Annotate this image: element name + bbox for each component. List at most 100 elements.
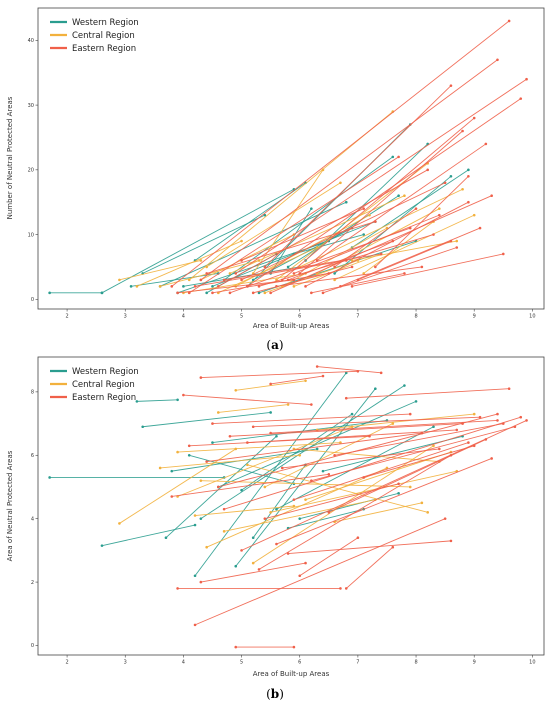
series-eastern-point-b-26-0 <box>333 453 336 457</box>
series-central-point-b-8-0 <box>304 498 307 501</box>
series-eastern-point-b-23-0 <box>344 587 348 590</box>
legend-label-central-b: Central Region <box>72 380 135 390</box>
series-eastern-point-b-29-1 <box>304 561 307 565</box>
series-central-point-a-12-0 <box>228 272 232 275</box>
plot-frame-a <box>37 7 545 310</box>
series-eastern-line-b-13 <box>293 442 469 501</box>
series-eastern-line-b-27 <box>171 473 329 497</box>
series-eastern-point-a-22-0 <box>251 291 255 295</box>
series-eastern-point-a-27-1 <box>327 272 331 275</box>
series-eastern-line-b-30 <box>363 445 475 478</box>
x-tick-label-b-1: 3 <box>124 660 127 666</box>
y-axis-label-a: Number of Neutral Protected Areas <box>6 96 14 219</box>
y-axis-label-b: Area of Neutral Protected Areas <box>6 450 14 561</box>
series-central-point-a-13-0 <box>333 278 336 282</box>
series-eastern-point-b-4-1 <box>321 374 325 378</box>
series-central-point-a-15-1 <box>455 239 459 243</box>
series-eastern-point-b-31-1 <box>496 419 499 422</box>
series-eastern-point-b-14-1 <box>513 425 517 429</box>
series-eastern-point-b-20-0 <box>187 444 191 448</box>
series-western-point-b-6-0 <box>199 517 203 520</box>
y-tick-label-a-4: 40 <box>28 38 34 44</box>
series-central-point-b-13-0 <box>263 485 267 489</box>
series-central-point-a-5-1 <box>321 168 325 172</box>
series-eastern-point-b-30-0 <box>362 476 366 479</box>
series-eastern-point-a-0-1 <box>507 19 511 23</box>
series-eastern-point-b-18-1 <box>438 447 441 451</box>
series-western-point-a-16-1 <box>362 233 366 236</box>
panel-label-b: (b) <box>266 687 284 701</box>
series-western-point-a-14-1 <box>449 175 453 178</box>
series-eastern-line-b-16 <box>229 423 463 437</box>
series-eastern-point-b-7-1 <box>310 403 313 406</box>
series-eastern-line-a-23 <box>276 266 422 287</box>
series-eastern-point-b-29-0 <box>199 580 203 584</box>
x-tick-label-b-6: 8 <box>414 660 417 666</box>
series-central-point-b-14-1 <box>292 504 296 508</box>
series-eastern-point-a-24-0 <box>310 291 313 295</box>
x-tick-label-b-0: 2 <box>65 660 68 666</box>
x-tick-label-a-5: 7 <box>356 314 359 320</box>
series-western-point-a-12-0 <box>205 291 208 295</box>
y-tick-label-a-3: 30 <box>28 103 34 109</box>
series-western-line-a-1 <box>101 188 295 294</box>
x-tick-label-a-6: 8 <box>414 314 417 320</box>
series-western-point-a-17-1 <box>467 168 470 172</box>
series-eastern-point-a-5-1 <box>472 116 476 120</box>
series-eastern-point-a-16-1 <box>432 233 435 236</box>
series-eastern-point-a-11-0 <box>269 291 272 295</box>
series-western-point-b-2-0 <box>135 400 139 403</box>
series-eastern-line-a-4 <box>264 85 452 268</box>
series-eastern-point-a-3-1 <box>519 97 523 100</box>
x-tick-label-a-7: 9 <box>473 314 476 320</box>
series-western-line-b-12 <box>299 492 399 520</box>
series-eastern-point-b-0-1 <box>339 587 342 590</box>
series-western-point-a-10-1 <box>397 194 400 198</box>
series-eastern-point-b-1-1 <box>443 517 447 520</box>
series-western-point-b-15-0 <box>187 453 191 457</box>
series-eastern-point-b-21-1 <box>397 482 400 486</box>
series-central-point-a-10-1 <box>438 207 441 210</box>
series-western-point-b-3-0 <box>141 425 144 429</box>
series-central-line-b-3 <box>218 404 289 413</box>
series-eastern-line-b-31 <box>270 419 498 434</box>
legend-a: Western Region Central Region Eastern Regi… <box>50 18 139 54</box>
series-central-line-a-8 <box>218 247 318 294</box>
series-eastern-line-b-4 <box>270 375 324 385</box>
series-eastern-point-b-4-0 <box>269 382 272 386</box>
x-tick-label-a-0: 2 <box>65 314 68 320</box>
series-layer-b <box>48 365 528 649</box>
y-tick-label-a-0: 0 <box>31 297 34 303</box>
series-eastern-point-b-8-0 <box>216 485 220 489</box>
series-western-line-b-9 <box>252 464 306 538</box>
series-central-line-b-4 <box>235 380 306 391</box>
series-eastern-line-a-22 <box>253 266 353 294</box>
series-western-line-a-3 <box>159 201 347 287</box>
series-western-line-b-2 <box>136 399 178 402</box>
series-central-point-b-10-1 <box>426 511 429 514</box>
series-eastern-point-b-18-0 <box>280 466 284 470</box>
series-eastern-point-a-27-0 <box>211 291 214 295</box>
series-eastern-line-b-23 <box>345 546 394 589</box>
series-eastern-point-b-25-1 <box>455 428 459 432</box>
series-western-line-a-5 <box>223 156 394 281</box>
series-central-line-a-16 <box>200 234 295 281</box>
series-western-point-b-1-1 <box>193 523 197 527</box>
series-eastern-point-a-23-0 <box>275 285 278 288</box>
series-eastern-point-a-12-1 <box>467 200 470 204</box>
series-western-point-a-0-0 <box>48 291 51 295</box>
series-eastern-point-a-28-1 <box>438 213 441 217</box>
series-western-point-b-3-1 <box>269 411 272 414</box>
x-tick-label-b-7: 9 <box>473 660 476 666</box>
series-western-point-b-6-1 <box>403 384 406 387</box>
series-central-point-b-5-0 <box>251 561 255 565</box>
series-eastern-point-a-10-0 <box>240 278 243 282</box>
series-eastern-line-a-24 <box>311 272 405 294</box>
series-western-point-b-8-1 <box>374 387 377 391</box>
y-tick-label-a-1: 10 <box>28 232 34 238</box>
series-eastern-point-b-10-0 <box>222 507 226 511</box>
series-eastern-point-b-17-1 <box>478 415 482 419</box>
x-tick-label-a-3: 5 <box>240 314 243 320</box>
series-western-point-b-12-0 <box>298 517 302 520</box>
series-eastern-point-a-20-0 <box>193 285 197 288</box>
